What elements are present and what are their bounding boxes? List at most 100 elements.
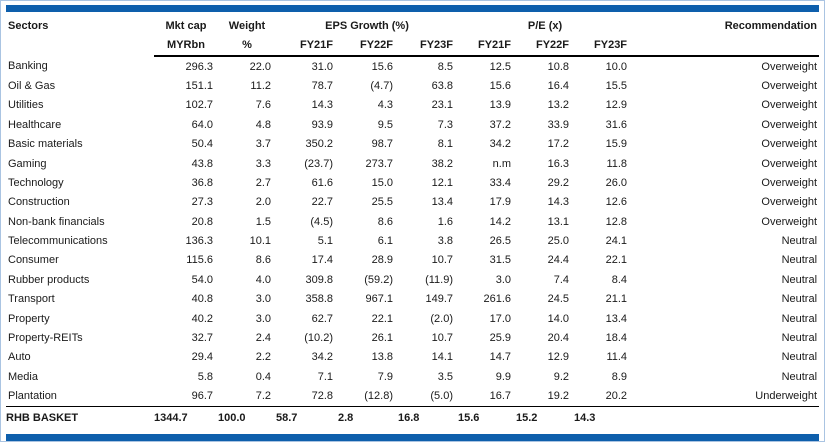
recommendation-cell: Overweight [761,176,818,189]
eps-fy21f-cell: 78.7 [311,80,333,93]
recommendation-cell: Neutral [781,370,818,383]
pe-fy21f-cell: n.m [492,157,512,170]
column-header-pe-fy22f: FY22F [516,36,575,57]
sector-name-cell: Construction [8,196,70,209]
eps-fy23f-cell: 3.5 [437,370,454,383]
weight-cell: 22.0 [249,60,271,73]
recommendation-cell: Overweight [761,60,818,73]
sector-name-cell: Property [8,312,50,325]
eps-fy23f-cell: 10.7 [431,331,454,344]
pe-fy23f-cell: 8.4 [611,273,628,286]
mkt-cap-cell: 5.8 [197,370,213,383]
sector-valuation-table: Sectors Mkt cap Weight EPS Growth (%) P/… [6,17,820,429]
eps-fy23f-cell: 14.1 [431,351,454,364]
mkt-cap-cell: 64.0 [191,118,213,131]
sector-name-cell: Transport [8,293,55,306]
mkt-cap-cell: 115.6 [186,254,213,267]
eps-fy23f-cell: 8.5 [437,60,454,73]
sector-name-cell: Telecommunications [8,235,108,248]
pe-fy21f-cell: 3.0 [495,273,512,286]
mkt-cap-cell: 102.7 [185,99,213,112]
total-pe-fy21f: 15.6 [458,405,517,429]
table-row: Consumer 115.6 8.6 17.4 28.9 10.7 31.5 2… [6,251,819,270]
pe-fy22f-cell: 13.1 [547,215,570,228]
eps-fy23f-cell: 23.1 [431,99,454,112]
total-eps-fy21f: 58.7 [276,405,338,429]
weight-cell: 10.1 [249,235,271,248]
column-header-eps-fy23f: FY23F [398,36,459,57]
eps-fy21f-cell: 14.3 [311,99,333,112]
column-header-pe-fy23f: FY23F [574,36,633,57]
total-mkt-cap: 1344.7 [154,405,218,429]
column-header-eps-fy21f: FY21F [276,36,338,57]
eps-fy21f-cell: 93.9 [311,118,333,131]
weight-cell: 2.4 [255,331,271,344]
pe-fy22f-cell: 12.9 [547,351,570,364]
sector-name-cell: Gaming [8,157,47,170]
table-row: Property 40.2 3.0 62.7 22.1 (2.0) 17.0 1… [6,309,819,328]
table-row: Auto 29.4 2.2 34.2 13.8 14.1 14.7 12.9 1… [6,348,819,367]
weight-cell: 7.6 [255,99,271,112]
weight-cell: 8.6 [255,254,271,267]
recommendation-cell: Overweight [761,196,818,209]
mkt-cap-cell: 36.8 [191,176,213,189]
sector-name-cell: Banking [8,60,48,73]
eps-fy22f-cell: 6.1 [377,235,393,248]
eps-fy21f-cell: 309.8 [305,273,333,286]
pe-fy22f-cell: 29.2 [547,176,570,189]
recommendation-cell: Neutral [781,312,818,325]
table-row: Non-bank financials 20.8 1.5 (4.5) 8.6 1… [6,212,819,231]
recommendation-cell: Neutral [781,351,818,364]
table-row: Utilities 102.7 7.6 14.3 4.3 23.1 13.9 1… [6,96,819,115]
table-row: Media 5.8 0.4 7.1 7.9 3.5 9.9 9.2 8.9 Ne… [6,367,819,386]
pe-fy21f-cell: 17.0 [489,312,512,325]
mkt-cap-cell: 54.0 [191,273,213,286]
pe-fy21f-cell: 14.7 [489,351,512,364]
pe-fy22f-cell: 14.3 [547,196,570,209]
top-accent-bar [6,5,819,12]
eps-fy21f-cell: 7.1 [317,370,333,383]
total-row-rhb-basket: RHB BASKET 1344.7 100.0 58.7 2.8 16.8 15… [6,405,820,429]
table-row: Rubber products 54.0 4.0 309.8 (59.2) (1… [6,270,819,289]
recommendation-cell: Overweight [761,215,818,228]
pe-fy23f-cell: 15.9 [605,138,628,151]
eps-fy21f-cell: 350.2 [305,138,333,151]
eps-fy23f-cell: 8.1 [437,138,454,151]
table-row: Gaming 43.8 3.3 (23.7) 273.7 38.2 n.m 16… [6,154,819,173]
eps-fy22f-cell: 9.5 [377,118,393,131]
eps-fy23f-cell: 10.7 [431,254,454,267]
eps-fy22f-cell: (4.7) [370,80,393,93]
column-header-pe-fy21f: FY21F [458,36,517,57]
recommendation-cell: Neutral [781,331,818,344]
pe-fy23f-cell: 8.9 [611,370,628,383]
weight-cell: 3.0 [255,312,271,325]
eps-fy21f-cell: (4.5) [310,215,333,228]
eps-fy21f-cell: (23.7) [304,157,333,170]
sector-name-cell: Auto [8,351,31,364]
mkt-cap-cell: 20.8 [191,215,213,228]
pe-fy23f-cell: 12.8 [605,215,628,228]
eps-fy21f-cell: 61.6 [311,176,333,189]
eps-fy22f-cell: 967.1 [365,293,393,306]
eps-fy21f-cell: 358.8 [305,293,333,306]
weight-cell: 3.7 [255,138,271,151]
sector-name-cell: Media [8,370,38,383]
pe-fy22f-cell: 20.4 [547,331,570,344]
eps-fy22f-cell: 25.5 [371,196,393,209]
pe-fy23f-cell: 18.4 [605,331,628,344]
eps-fy22f-cell: 26.1 [371,331,393,344]
weight-cell: 3.0 [255,293,271,306]
pe-fy23f-cell: 12.9 [605,99,628,112]
weight-cell: 7.2 [255,390,271,403]
weight-cell: 4.0 [255,273,271,286]
mkt-cap-cell: 40.8 [191,293,213,306]
pe-fy23f-cell: 21.1 [605,293,628,306]
mkt-cap-cell: 29.4 [191,351,213,364]
pe-fy23f-cell: 26.0 [605,176,628,189]
pe-fy21f-cell: 26.5 [489,235,512,248]
column-group-eps-growth: EPS Growth (%) [325,20,409,32]
eps-fy21f-cell: 34.2 [311,351,333,364]
table-row: Technology 36.8 2.7 61.6 15.0 12.1 33.4 … [6,173,819,192]
column-header-weight: Weight [228,20,266,32]
